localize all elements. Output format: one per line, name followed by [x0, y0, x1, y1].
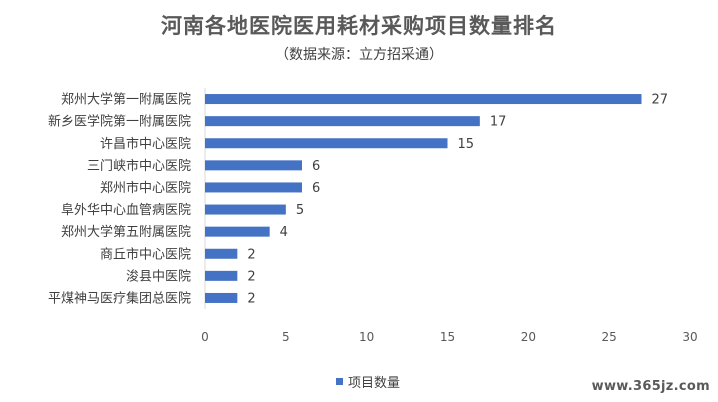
x-tick-label: 25	[602, 330, 617, 344]
data-label: 15	[458, 137, 475, 152]
bar	[205, 116, 480, 127]
x-tick-label: 15	[440, 330, 455, 344]
bar	[205, 292, 238, 303]
category-label: 三门峡市中心医院	[87, 158, 191, 174]
data-label: 17	[490, 115, 507, 130]
bar	[205, 182, 302, 193]
data-label: 6	[312, 159, 320, 174]
category-label: 郑州大学第一附属医院	[61, 92, 191, 108]
bar	[205, 226, 270, 237]
bar	[205, 94, 642, 105]
legend-label: 项目数量	[348, 376, 401, 391]
data-label: 27	[652, 93, 669, 108]
category-label: 许昌市中心医院	[100, 136, 191, 152]
data-label: 2	[247, 291, 255, 306]
bar	[205, 138, 448, 149]
category-label: 新乡医学院第一附属医院	[48, 114, 191, 130]
data-label: 6	[312, 181, 320, 196]
chart-subtitle: （数据来源：立方招采通）	[275, 47, 443, 63]
data-label: 2	[247, 247, 255, 262]
category-label: 平煤神马医疗集团总医院	[48, 290, 191, 306]
category-label: 浚县中医院	[126, 269, 191, 284]
category-label: 商丘市中心医院	[100, 246, 191, 262]
legend-swatch	[336, 378, 343, 385]
x-tick-label: 20	[521, 330, 536, 344]
bar	[205, 160, 302, 171]
category-label: 郑州大学第五附属医院	[61, 224, 191, 240]
data-label: 4	[280, 225, 288, 240]
x-tick-label: 10	[359, 330, 374, 344]
category-label: 阜外华中心血管病医院	[61, 202, 191, 218]
category-label: 郑州市中心医院	[100, 180, 191, 196]
data-label: 2	[247, 269, 255, 284]
bar	[205, 204, 286, 215]
watermark: www.365jz.com	[591, 379, 710, 394]
x-tick-label: 0	[201, 330, 209, 344]
legend: 项目数量	[336, 372, 400, 391]
bar	[205, 248, 238, 259]
x-tick-label: 5	[282, 330, 290, 344]
data-label: 5	[296, 203, 304, 218]
x-tick-label: 30	[682, 330, 697, 344]
bar	[205, 270, 238, 281]
chart-title: 河南各地医院医用耗材采购项目数量排名	[161, 13, 557, 38]
